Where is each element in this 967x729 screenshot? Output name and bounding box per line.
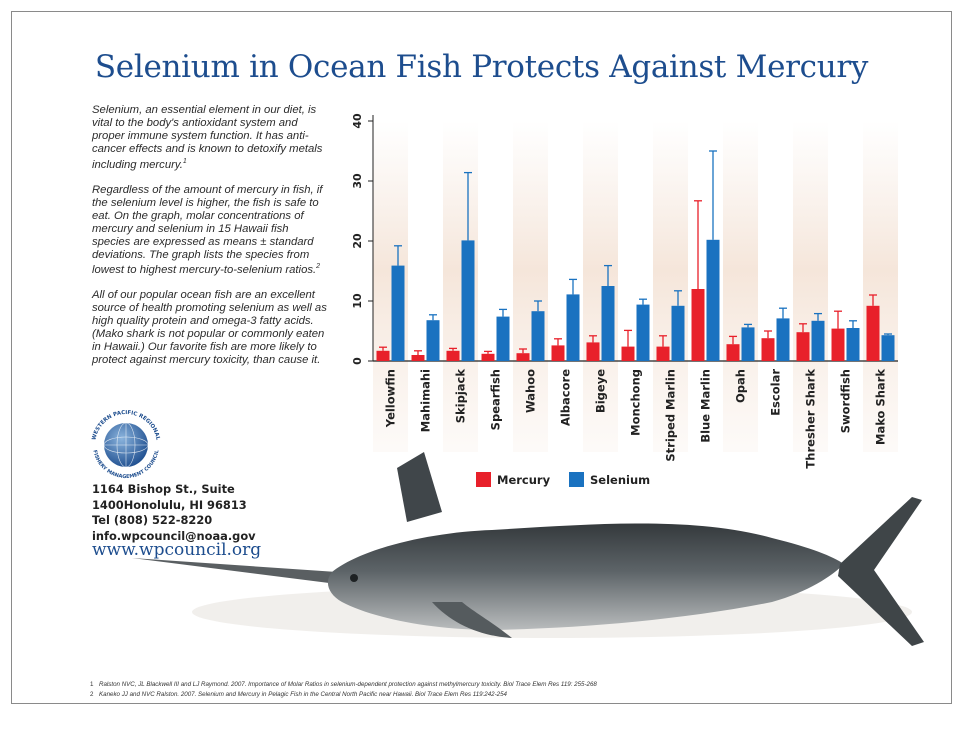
x-tick-label: Monchong [629, 369, 643, 436]
address-line-2: 1400Honolulu, HI 96813 [92, 497, 247, 512]
website-link[interactable]: www.wpcouncil.org [92, 540, 262, 560]
intro-paragraph-3: All of our popular ocean fish are an exc… [92, 289, 327, 366]
legend-label-selenium: Selenium [590, 473, 650, 487]
x-tick-label: Albacore [559, 369, 573, 426]
bar-mercury [691, 289, 705, 361]
footnote-text-1: Ralston NVC, JL Blackwell III and LJ Ray… [99, 681, 597, 688]
x-tick-label: Escolar [769, 369, 783, 416]
bar-selenium [426, 320, 440, 361]
y-tick-label: 40 [351, 113, 364, 129]
marlin-image [132, 452, 924, 646]
intro-text-1: Selenium, an essential element in our di… [92, 104, 323, 171]
x-tick-label: Bigeye [594, 369, 608, 413]
bar-selenium [531, 311, 545, 361]
page-title: Selenium in Ocean Fish Protects Against … [94, 49, 869, 85]
bar-selenium [391, 265, 405, 361]
phone-line: Tel (808) 522-8220 [92, 513, 213, 527]
bar-mercury [551, 345, 565, 361]
legend-swatch-mercury [476, 472, 491, 487]
bar-mercury [411, 355, 425, 361]
intro-text-2: Regardless of the amount of mercury in f… [92, 184, 323, 277]
x-tick-label: Thresher Shark [804, 369, 818, 469]
bar-selenium [811, 320, 825, 361]
bar-mercury [761, 338, 775, 361]
x-tick-label: Spearfish [489, 369, 503, 430]
y-tick-label: 0 [351, 357, 364, 365]
footnote-ref-1: 1 [182, 157, 187, 165]
contact-block: 1164 Bishop St., Suite 1400Honolulu, HI … [92, 482, 256, 544]
background-stripe [863, 121, 898, 452]
bar-selenium [566, 294, 580, 361]
background-stripe [723, 121, 758, 452]
bar-selenium [706, 239, 720, 361]
bar-mercury [481, 353, 495, 361]
y-tick-label: 10 [351, 293, 364, 309]
poster: Selenium in Ocean Fish Protects Against … [11, 11, 952, 704]
intro-paragraph-2: Regardless of the amount of mercury in f… [92, 184, 328, 277]
bar-mercury [831, 328, 845, 361]
x-tick-label: Striped Marlin [664, 369, 678, 462]
bar-mercury [376, 350, 390, 361]
x-tick-label: Yellowfin [384, 369, 398, 428]
chart: 0 10 20 30 40 Yellowfin Mahimahi Skipjack Spearf… [351, 113, 898, 487]
y-tick-label: 30 [351, 173, 364, 189]
footnote-2: 2 Kaneko JJ and NVC Ralston. 2007. Seleni… [90, 691, 507, 698]
footnote-1: 1 Ralston NVC, JL Blackwell III and LJ Ra… [90, 681, 597, 688]
bar-mercury [586, 342, 600, 361]
email-line: info.wpcouncil@noaa.gov [92, 528, 256, 543]
bar-mercury [796, 332, 810, 361]
x-tick-label: Blue Marlin [699, 369, 713, 443]
x-tick-label: Swordfish [839, 369, 853, 433]
x-tick-label: Mako Shark [874, 369, 888, 445]
address-line-1: 1164 Bishop St., Suite [92, 482, 235, 496]
bar-selenium [741, 327, 755, 361]
bar-mercury [621, 346, 635, 361]
intro-paragraph-1: Selenium, an essential element in our di… [92, 104, 328, 171]
bar-selenium [846, 328, 860, 361]
x-tick-label: Mahimahi [419, 369, 433, 432]
bar-mercury [516, 353, 530, 361]
footnote-mark-2: 2 [90, 691, 94, 698]
background-stripe [793, 121, 828, 452]
background-stripe [653, 121, 688, 452]
x-tick-label: Wahoo [524, 369, 538, 413]
bar-mercury [726, 344, 740, 361]
bar-mercury [656, 346, 670, 361]
council-logo: WESTERN PACIFIC REGIONAL FISHERY MANAGEM… [91, 410, 160, 480]
footnote-ref-2: 2 [316, 263, 321, 271]
bar-selenium [776, 318, 790, 361]
footnote-mark-1: 1 [90, 681, 94, 688]
y-tick-label: 20 [351, 233, 364, 249]
bar-selenium [636, 304, 650, 361]
background-stripe [513, 121, 548, 452]
bar-mercury [446, 350, 460, 361]
legend-swatch-selenium [569, 472, 584, 487]
footnote-text-2: Kaneko JJ and NVC Ralston. 2007. Seleniu… [99, 691, 507, 698]
x-tick-label: Skipjack [454, 369, 468, 424]
bar-mercury [866, 305, 880, 361]
bar-selenium [496, 316, 510, 361]
bar-selenium [881, 335, 895, 361]
bar-selenium [461, 240, 475, 361]
x-tick-label: Opah [734, 369, 748, 403]
bar-selenium [671, 305, 685, 361]
bar-selenium [601, 286, 615, 361]
legend-label-mercury: Mercury [497, 473, 551, 487]
